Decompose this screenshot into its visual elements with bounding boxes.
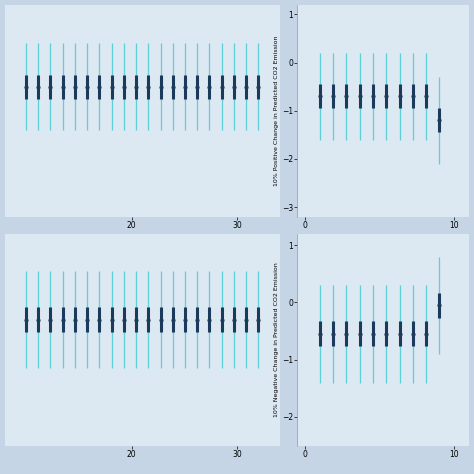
Y-axis label: 10% Negative Change in Predicted CO2 Emission: 10% Negative Change in Predicted CO2 Emi… xyxy=(274,262,279,417)
Y-axis label: 10% Positive Change in Predicted CO2 Emission: 10% Positive Change in Predicted CO2 Emi… xyxy=(274,36,279,186)
